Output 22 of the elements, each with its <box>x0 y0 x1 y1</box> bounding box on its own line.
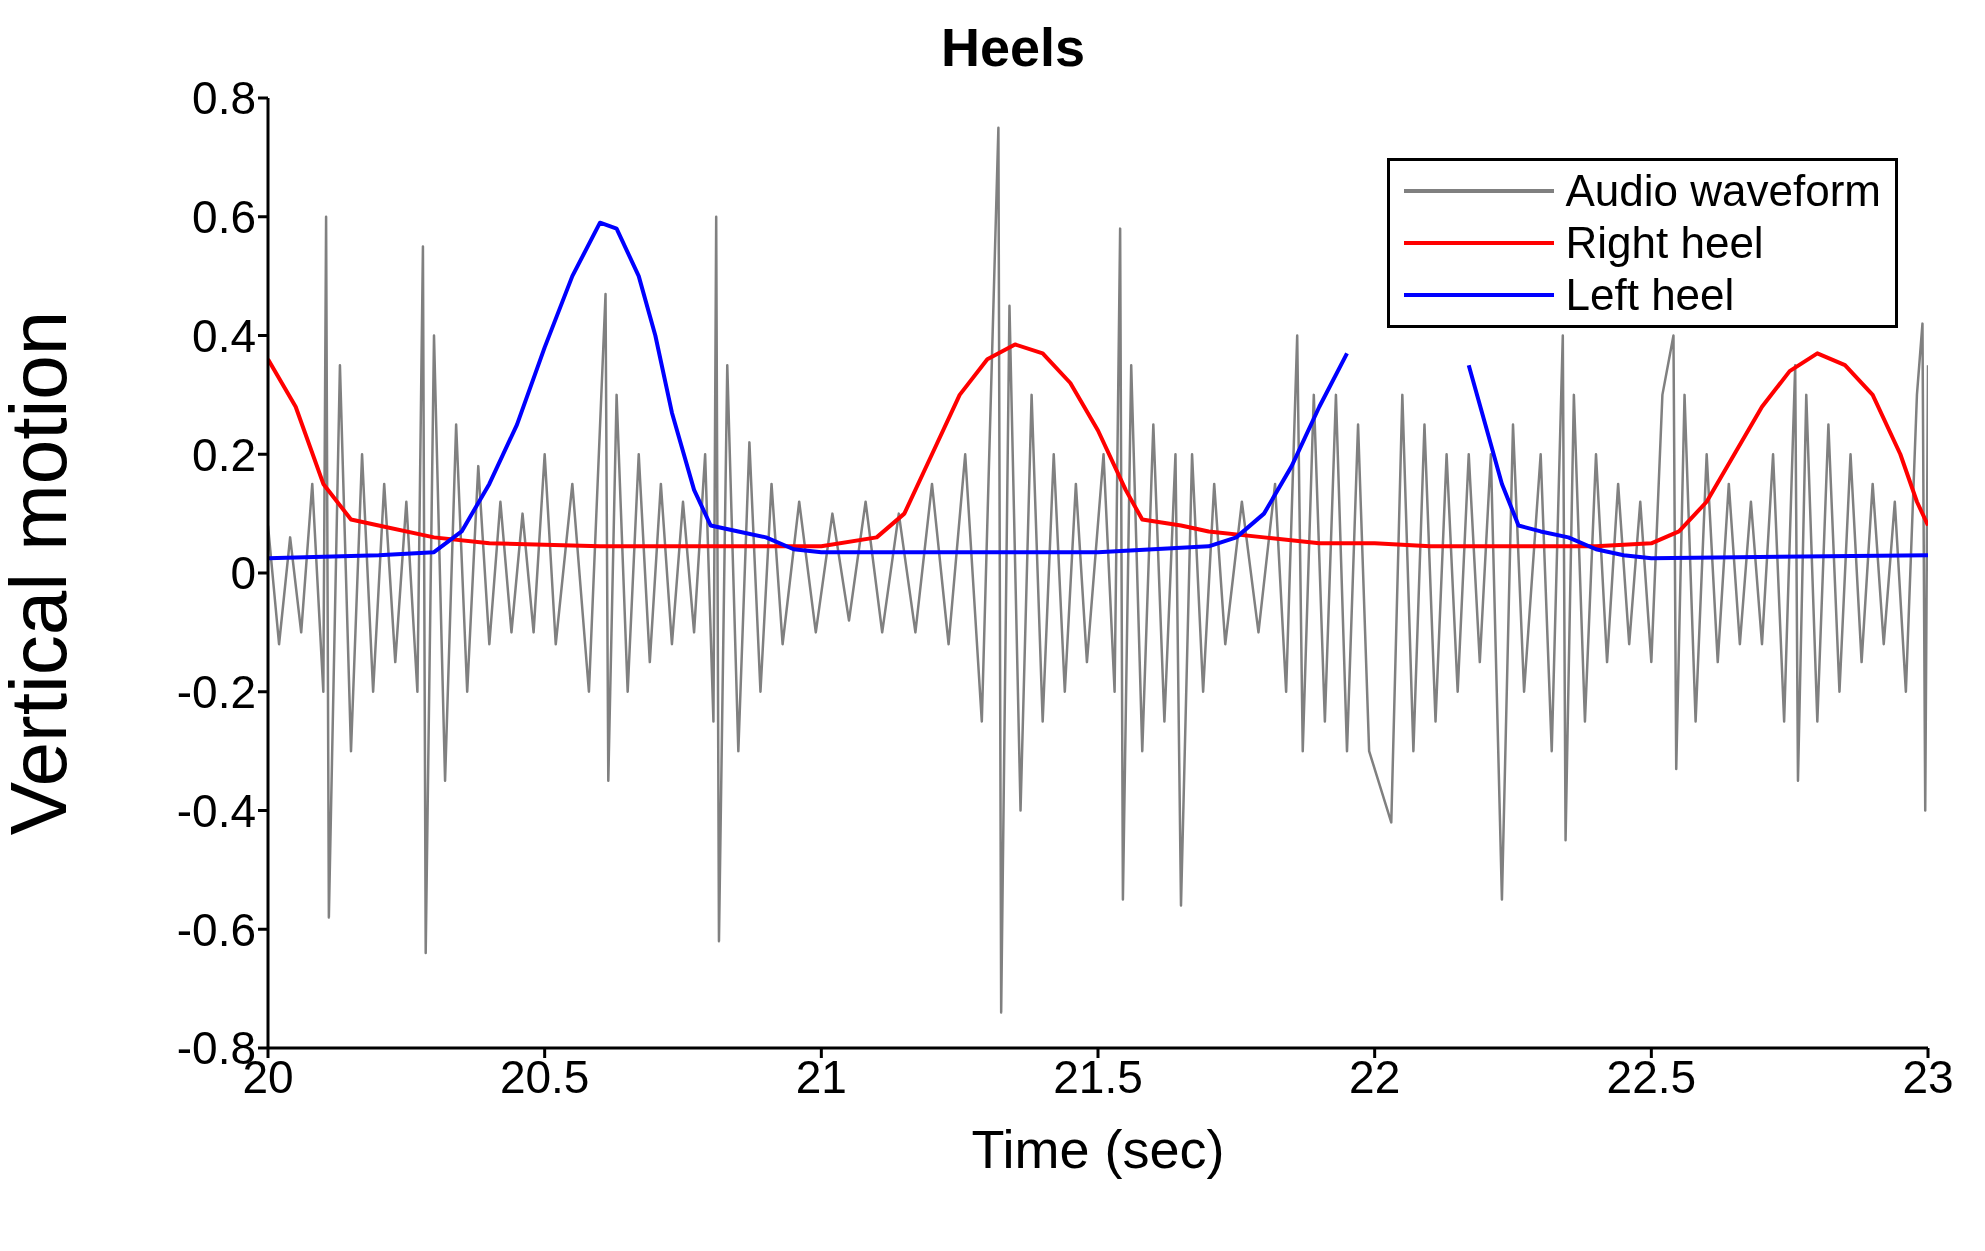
y-tick-label: 0.6 <box>192 191 256 244</box>
x-tick-label: 22 <box>1349 1050 1401 1103</box>
y-tick-label: 0 <box>230 547 256 600</box>
y-axis-title: Vertical motion <box>0 310 84 836</box>
x-axis-title: Time (sec) <box>971 1119 1225 1179</box>
y-tick-label: -0.4 <box>176 784 256 837</box>
y-tick-label: 0.2 <box>192 428 256 481</box>
chart-title: Heels <box>940 17 1086 77</box>
y-tick-label: -0.6 <box>176 903 256 956</box>
x-tick-label: 21 <box>795 1050 847 1103</box>
line-series <box>268 342 1928 549</box>
x-tick-label: 23 <box>1902 1050 1954 1103</box>
x-tick-label: 21.5 <box>1053 1050 1143 1103</box>
line-series <box>268 126 1928 1014</box>
legend-label: Left heel <box>1565 269 1735 321</box>
legend-label: Audio waveform <box>1565 165 1881 217</box>
y-tick-label: 0.8 <box>192 72 256 125</box>
y-tick-label: -0.2 <box>176 666 256 719</box>
legend-label: Right heel <box>1565 217 1764 269</box>
y-tick-label: 0.4 <box>192 309 256 362</box>
x-tick-label: 22.5 <box>1606 1050 1697 1103</box>
x-tick-label: 20.5 <box>499 1050 590 1103</box>
